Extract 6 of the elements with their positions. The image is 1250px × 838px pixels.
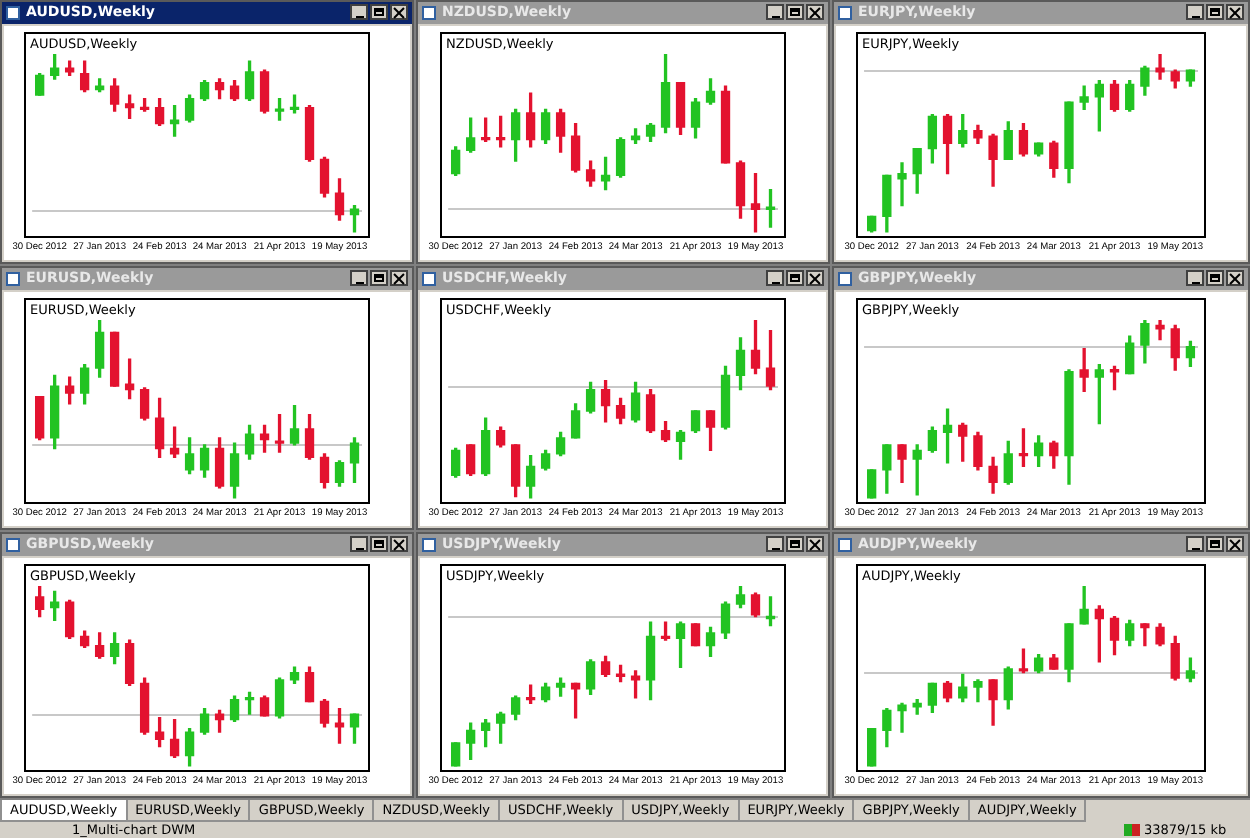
candlestick xyxy=(1155,320,1165,341)
candlestick xyxy=(1140,623,1150,647)
candlestick xyxy=(897,702,907,733)
candlestick xyxy=(897,162,907,207)
candlestick xyxy=(1155,54,1165,80)
candlestick xyxy=(1079,347,1089,393)
